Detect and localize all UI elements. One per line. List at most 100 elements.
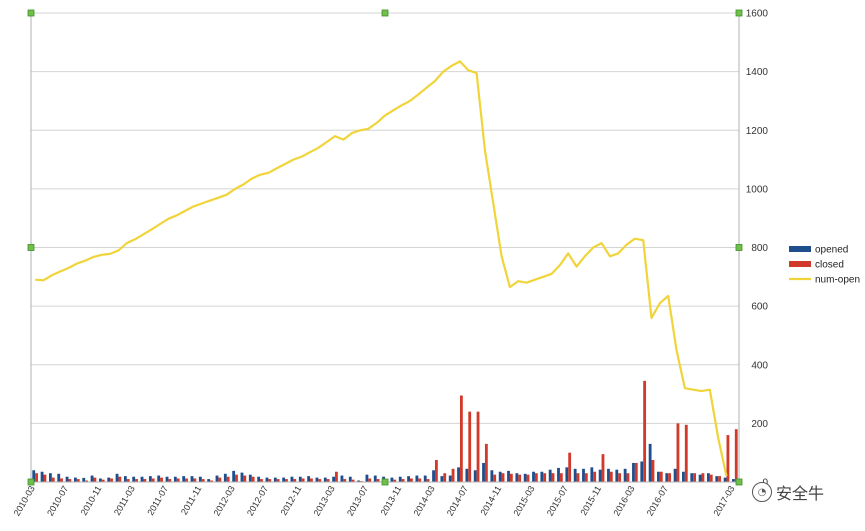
bar-closed [268,479,272,482]
bar-opened [315,477,319,482]
selection-handle[interactable] [27,9,35,17]
bar-opened [115,473,119,482]
legend-swatch-opened [789,246,811,252]
selection-handles [27,9,743,486]
bar-closed [243,475,247,482]
bar-closed [426,479,430,482]
legend-label-num-open: num-open [815,275,860,286]
bar-closed [276,479,280,482]
bar-opened [532,471,535,482]
bar-opened [465,468,469,482]
selection-handle[interactable] [27,478,35,486]
x-tick-label: 2013-11 [379,484,404,517]
bar-opened [682,471,685,482]
bar-closed [443,473,447,482]
x-tick-label: 2015-07 [545,484,570,518]
bar-closed [701,473,705,482]
watermark-text: 安全牛 [776,484,825,503]
bar-closed [659,471,663,482]
bar-opened [390,477,394,482]
bar-closed [618,473,622,482]
bar-opened [490,470,494,482]
bar-opened [298,476,302,482]
x-axis-ticks: 2010-03 2010-07 2010-11 2011-03 2011-07 2011-… [12,484,737,518]
bar-opened [82,477,86,482]
bar-closed [343,479,347,482]
bar-closed [651,460,655,482]
y-tick-label: 800 [751,243,768,254]
bar-closed [176,478,180,482]
bar-closed [518,474,522,482]
bar-opened [57,473,61,482]
bar-opened [648,443,652,482]
y-tick-label: 200 [751,419,768,430]
bar-closed [60,478,63,482]
bar-closed [185,478,188,482]
bar-opened [673,468,677,482]
bar-closed [293,479,297,482]
bar-opened [90,475,94,482]
bar-closed [251,476,255,482]
bar-opened [523,473,527,482]
legend-swatch-closed [789,261,811,267]
bar-opened [32,470,36,482]
bar-closed [493,474,497,482]
bar-closed [568,452,572,482]
bar-closed [351,479,355,482]
wechat-icon: ◔ [752,482,772,502]
bar-closed [218,477,222,482]
bar-closed [110,478,113,482]
bar-opened [398,476,402,482]
x-tick-label: 2017-03 [711,484,736,518]
bar-opened [65,476,69,482]
selection-handle[interactable] [381,478,389,486]
bar-closed [285,479,288,482]
selection-handle[interactable] [735,9,743,17]
bar-closed [584,473,588,482]
bar-opened [265,477,269,482]
bar-closed [526,474,530,482]
x-tick-label: 2016-07 [645,484,670,518]
bar-opened [123,476,127,482]
bar-opened [40,471,44,482]
bar-opened [190,476,194,482]
selection-handle[interactable] [381,9,389,17]
bar-opened [498,471,502,482]
bar-opened [107,477,111,482]
y-tick-label: 600 [751,302,768,313]
bar-opened [448,475,452,482]
bar-closed [676,423,680,482]
bar-closed [235,474,238,482]
bar-opened [573,468,577,482]
bar-closed [43,474,47,482]
selection-handle[interactable] [735,244,743,251]
x-tick-label: 2010-03 [12,484,37,518]
bar-closed [718,476,722,482]
bar-opened [273,477,277,482]
y-tick-label: 400 [751,360,768,371]
selection-handle[interactable] [735,478,743,486]
bar-closed [709,474,713,482]
bar-closed [668,473,672,482]
legend-label-opened: opened [815,245,848,256]
bar-closed [260,479,263,482]
bar-opened [148,476,152,482]
bar-opened [198,476,202,482]
y-tick-label: 1400 [746,67,769,78]
bar-closed [726,435,730,482]
bar-closed [310,478,313,482]
bar-closed [609,471,613,482]
line-num-open [35,60,728,477]
x-tick-label: 2015-11 [578,484,603,517]
bar-opened [423,475,427,482]
bar-opened [348,476,352,482]
bar-opened [440,476,444,482]
bar-opened [48,473,52,482]
bar-opened [623,468,627,482]
bar-closed [51,477,55,482]
bar-opened [357,480,361,482]
bar-opened [640,461,644,482]
bar-opened [590,467,594,482]
selection-handle[interactable] [27,244,35,251]
bar-closed [93,477,97,482]
